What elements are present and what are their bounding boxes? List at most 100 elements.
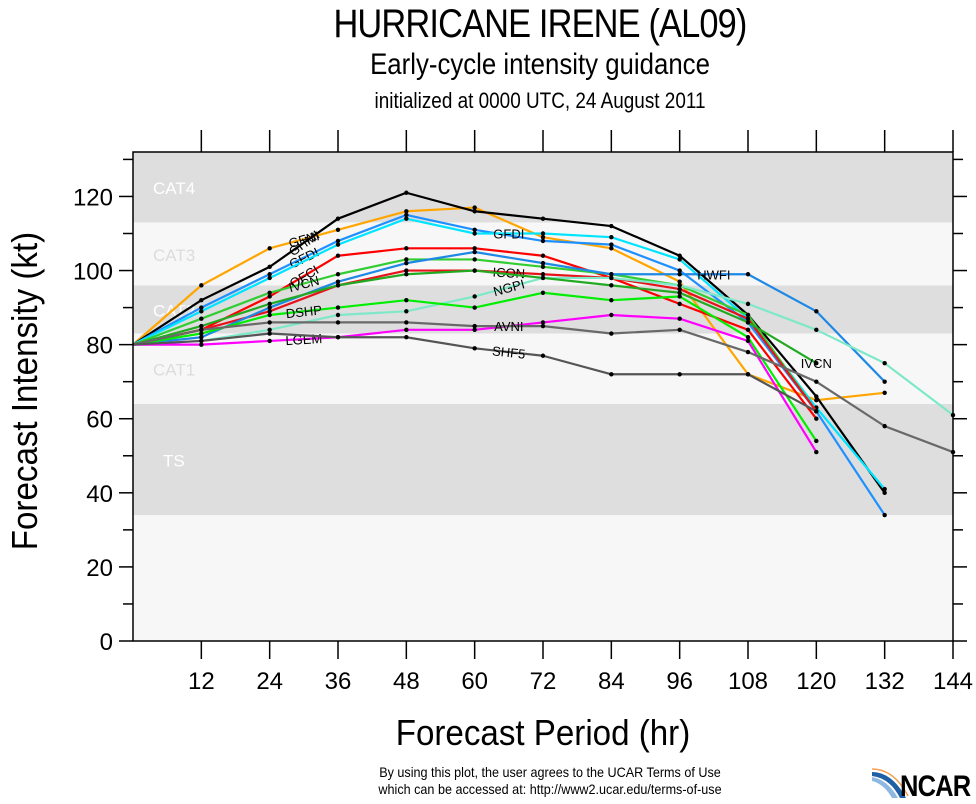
data-point [745,338,751,344]
data-point [609,235,614,240]
data-point [882,423,887,429]
series-label-hwfi: HWFI [697,267,730,282]
data-point [609,283,614,288]
data-point [199,283,204,288]
data-point [267,309,272,314]
series-shf5: SHF5 [132,331,819,414]
data-point [472,227,477,232]
data-point [745,349,751,355]
data-point [404,335,409,340]
data-point [199,342,204,347]
data-point [745,327,751,333]
data-point [540,323,546,329]
data-point [540,235,546,240]
data-point [677,372,682,377]
data-point [267,272,272,277]
series-avni: AVNI [132,319,956,455]
data-point [540,353,546,358]
data-point [404,272,409,277]
data-point [609,372,614,377]
data-point [814,360,819,366]
data-point [199,297,204,303]
data-point [677,253,682,258]
terms-line-1: By using this plot, the user agrees to t… [379,764,721,780]
data-point [677,286,682,292]
data-point [745,320,751,325]
data-point [814,379,819,384]
x-tick-label: 96 [666,668,693,695]
data-point [677,279,682,284]
data-point [540,216,546,221]
series-label-dshp: DSHP [285,302,323,321]
data-point [540,320,546,325]
band-cat1 [133,333,953,404]
terms-line-2: which can be accessed at: http://www2.uc… [378,781,722,797]
data-point [540,275,546,281]
data-point [472,268,477,273]
series-dshp: DSHP [132,290,819,444]
data-point [745,335,751,340]
data-point [267,264,272,270]
data-point [814,416,819,421]
x-tick-label: 12 [188,668,215,695]
data-point [882,512,887,518]
chart-init-time: initialized at 0000 UTC, 24 August 2011 [374,88,706,113]
data-point [677,272,682,277]
data-point [609,297,614,303]
data-point [472,257,477,262]
chart-title: HURRICANE IRENE (AL09) [333,2,747,46]
data-point [882,390,887,395]
x-tick-label: 144 [933,668,973,695]
band-label-cat4: CAT4 [153,179,195,198]
data-point [267,275,272,281]
data-point [267,294,272,299]
data-point [745,301,751,307]
y-tick-label: 60 [86,407,113,434]
x-tick-label: 108 [728,668,768,695]
x-tick-label: 132 [865,668,905,695]
data-point [472,209,477,214]
data-point [609,312,614,318]
data-point [814,327,819,333]
data-point [404,260,409,266]
band-label-ts: TS [163,451,185,470]
data-point [677,316,682,321]
data-point [335,238,341,244]
data-point [335,216,341,221]
x-tick-label: 48 [393,668,420,695]
data-point [404,190,409,195]
data-point [267,246,272,251]
data-point [472,246,477,251]
data-point [882,379,887,384]
series-label-ivcn: IVCN [801,356,832,371]
data-point [335,335,341,340]
data-point [404,297,409,303]
data-point [814,309,819,314]
band-label-cat3: CAT3 [153,246,195,265]
series-hwfi: HWFI [132,249,887,384]
data-point [267,327,272,333]
data-point [677,327,682,333]
data-point [677,268,682,273]
series-line-gfdi [132,213,886,516]
y-axis-label: Forecast Intensity (kt) [4,231,45,551]
y-tick-label: 120 [73,184,113,211]
series-line-hwfi [132,250,886,383]
data-point [472,231,477,236]
data-point [267,290,272,295]
x-tick-label: 72 [530,668,557,695]
data-point [540,290,546,295]
data-point [677,283,682,288]
data-point [472,323,477,329]
data-point [267,320,272,325]
series-label-icon: ICON [492,265,525,282]
data-point [335,283,341,288]
series-label-gfdi: GFDI [493,227,524,242]
data-point [540,264,546,270]
data-point [609,242,614,247]
data-point [199,316,204,321]
data-point [609,275,614,281]
data-point [404,257,409,262]
